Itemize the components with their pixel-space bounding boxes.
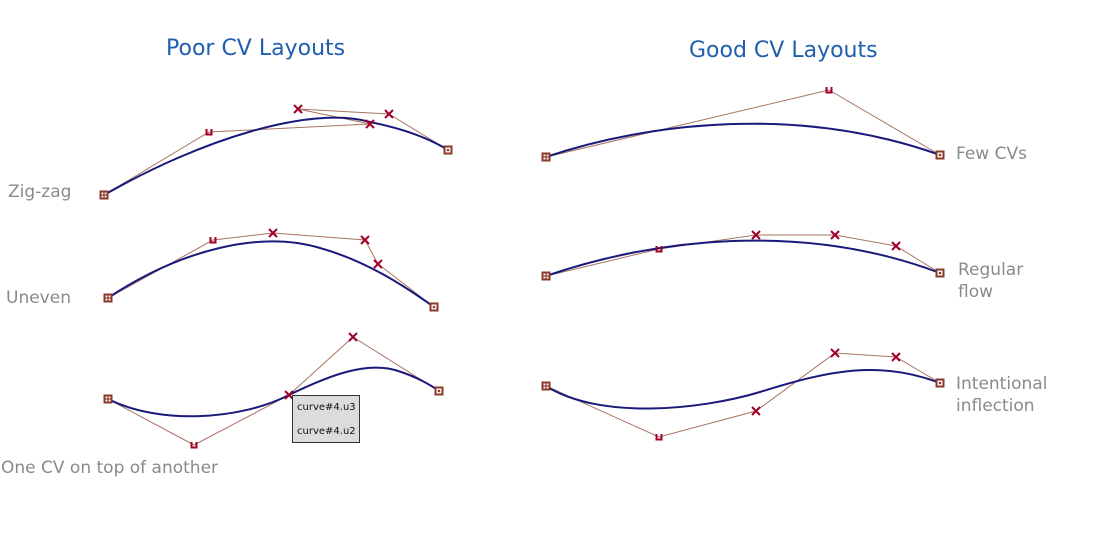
label-on-top: One CV on top of another (1, 458, 219, 478)
tooltip: curve#4.u3 curve#4.u2 (292, 395, 360, 443)
cv-end-icon[interactable] (429, 302, 439, 312)
cv-x-icon[interactable] (751, 406, 761, 416)
cv-x-icon[interactable] (293, 104, 303, 114)
tooltip-line-1: curve#4.u3 (297, 402, 356, 413)
cv-x-icon[interactable] (284, 390, 294, 400)
curve-on-top[interactable] (107, 366, 440, 418)
label-flow: flow (958, 282, 994, 302)
cv-start-icon[interactable] (541, 381, 551, 391)
cv-u-icon[interactable] (209, 237, 217, 244)
cv-x-icon[interactable] (384, 109, 394, 119)
curve-regular-flow[interactable] (545, 239, 941, 277)
label-inflection: inflection (956, 396, 1035, 416)
cv-end-icon[interactable] (935, 268, 945, 278)
curve-uneven[interactable] (107, 240, 435, 308)
cv-start-icon[interactable] (99, 190, 109, 200)
cv-u-icon[interactable] (825, 87, 833, 94)
cv-start-icon[interactable] (103, 293, 113, 303)
cv-start-icon[interactable] (541, 271, 551, 281)
cv-x-icon[interactable] (891, 352, 901, 362)
cv-u-icon[interactable] (655, 434, 663, 441)
cv-x-icon[interactable] (268, 228, 278, 238)
curve-intentional-inflection[interactable] (545, 368, 941, 410)
label-regular: Regular (958, 260, 1024, 280)
label-few-cvs: Few CVs (956, 144, 1027, 164)
poor-layouts-title: Poor CV Layouts (166, 36, 346, 61)
hull-few-cvs (545, 89, 941, 158)
curve-zigzag[interactable] (103, 116, 449, 196)
cv-x-icon[interactable] (365, 119, 375, 129)
cv-end-icon[interactable] (443, 145, 453, 155)
curve-few-cvs[interactable] (545, 122, 941, 158)
cv-start-icon[interactable] (103, 394, 113, 404)
cv-x-icon[interactable] (751, 230, 761, 240)
cv-x-icon[interactable] (830, 230, 840, 240)
label-intentional: Intentional (956, 374, 1048, 394)
cv-u-icon[interactable] (190, 442, 198, 449)
cv-u-icon[interactable] (655, 246, 663, 253)
hull-regular-flow (545, 234, 941, 277)
hull-intentional-inflection (545, 352, 941, 438)
cv-x-icon[interactable] (348, 332, 358, 342)
tooltip-line-2: curve#4.u2 (297, 426, 356, 437)
cv-x-icon[interactable] (830, 348, 840, 358)
hull-on-top (107, 336, 440, 446)
cv-x-icon[interactable] (891, 241, 901, 251)
cv-start-icon[interactable] (541, 152, 551, 162)
cv-u-icon[interactable] (205, 129, 213, 136)
label-uneven: Uneven (6, 288, 71, 308)
cv-end-icon[interactable] (935, 378, 945, 388)
label-zigzag: Zig-zag (8, 182, 72, 202)
cv-end-icon[interactable] (935, 150, 945, 160)
cv-end-icon[interactable] (434, 386, 444, 396)
good-layouts-title: Good CV Layouts (689, 38, 878, 63)
cv-x-icon[interactable] (360, 235, 370, 245)
hull-uneven (107, 232, 435, 308)
hull-zigzag (103, 108, 449, 196)
cv-x-icon[interactable] (373, 259, 383, 269)
